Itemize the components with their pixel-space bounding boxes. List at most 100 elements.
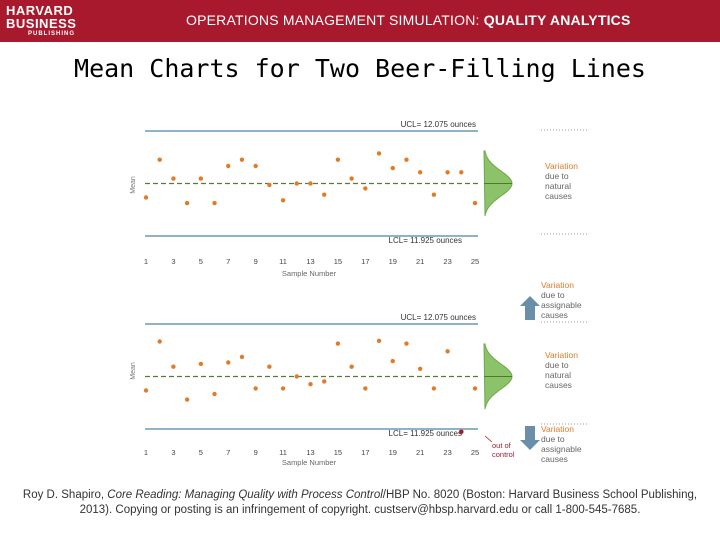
x-tick-label: 5 [199,257,203,266]
x-tick-label: 19 [389,257,397,266]
data-point [363,386,368,391]
annotation-natural-causes: causes [545,380,572,390]
data-point [280,198,286,203]
x-tick-label: 13 [306,257,314,266]
up-arrow-icon [520,296,540,320]
data-point [212,200,217,206]
data-point [322,192,327,197]
data-point [184,200,190,206]
data-point [308,382,313,387]
data-point [404,157,409,162]
header-title-bold: QUALITY ANALYTICS [483,12,631,28]
data-point [404,341,409,346]
x-tick-label: 21 [416,448,424,457]
data-point [335,341,341,346]
caption-rest2: 2013). Copying or posting is an infringe… [79,504,641,516]
data-point [376,338,382,343]
x-tick-label: 23 [443,448,451,457]
ucl-label: UCL= 12.075 ounces [401,120,476,129]
data-point [445,170,450,175]
annotation-assignable-lower: due to [541,434,565,444]
down-arrow-icon [520,426,540,450]
x-tick-label: 25 [471,257,479,266]
out-of-control-label: control [492,450,515,459]
caption-rest1: /HBP No. 8020 (Boston: Harvard Business … [382,489,698,501]
ucl-label: UCL= 12.075 ounces [401,313,476,322]
caption-work: Core Reading: Managing Quality with Proc… [107,489,383,501]
annotation-assignable-upper: assignable [541,300,582,310]
data-point [171,176,176,181]
annotation-natural-causes: causes [545,191,572,201]
x-tick-label: 1 [144,448,148,457]
data-point [390,358,395,364]
data-point [212,391,217,397]
annotation-natural-causes: due to [545,171,569,181]
x-axis-label: Sample Number [282,269,337,278]
data-point [253,386,258,391]
x-tick-label: 9 [254,448,258,457]
annotation-natural-causes: natural [545,370,571,380]
logo-line1: HARVARD [6,3,74,18]
logo-line2: BUSINESS [6,16,77,31]
out-of-control-label: out of [492,441,512,450]
x-tick-label: 11 [279,448,287,457]
x-tick-label: 19 [389,448,397,457]
lcl-label: LCL= 11.925 ounces [389,429,462,438]
x-axis-label: Sample Number [282,458,337,467]
data-point [143,388,149,393]
data-point [445,349,450,354]
data-point [349,364,354,369]
data-point [417,366,423,371]
x-tick-label: 13 [306,448,314,457]
data-point [349,176,354,181]
data-point [459,170,464,175]
slide-title: Mean Charts for Two Beer-Filling Lines [74,54,646,83]
x-tick-label: 1 [144,257,148,266]
data-point [171,364,176,369]
y-axis-label: Mean [130,362,137,380]
data-point [267,364,272,369]
hbp-logo: HARVARD BUSINESS PUBLISHING [6,4,76,37]
x-tick-label: 17 [361,257,369,266]
data-point [472,200,478,206]
caption-author: Roy D. Shapiro, [22,489,108,501]
data-point [143,195,149,200]
data-point [280,386,286,391]
lcl-label: LCL= 11.925 ounces [389,236,462,245]
x-tick-label: 3 [171,257,175,266]
x-tick-label: 23 [443,257,451,266]
annotation-natural-causes: due to [545,360,569,370]
data-point [157,339,162,344]
annotation-assignable-upper: causes [541,310,568,320]
x-tick-label: 3 [171,448,175,457]
data-point [294,181,299,186]
data-point [431,192,437,197]
data-point [322,379,327,384]
out-of-control-point [458,429,464,435]
x-tick-label: 9 [254,257,258,266]
data-point [431,386,437,391]
x-tick-label: 25 [471,448,479,457]
y-axis-label: Mean [130,176,137,194]
x-tick-label: 5 [199,448,203,457]
data-point [157,157,162,162]
data-point [239,157,245,162]
data-point [294,374,299,379]
data-point [390,165,395,171]
data-point [253,163,258,169]
annotation-assignable-lower: Variation [541,424,574,434]
annotation-natural-causes: Variation [545,350,578,360]
x-tick-label: 15 [334,448,342,457]
data-point [198,361,204,367]
annotation-assignable-upper: Variation [541,280,574,290]
annotation-natural-causes: Variation [545,161,578,171]
x-tick-label: 21 [416,257,424,266]
header-bar: HARVARD BUSINESS PUBLISHING OPERATIONS M… [0,0,720,42]
data-point [335,157,341,162]
data-point [239,354,245,360]
data-point [198,176,204,181]
data-point [472,386,478,391]
data-point [267,182,272,188]
x-tick-label: 11 [279,257,287,266]
